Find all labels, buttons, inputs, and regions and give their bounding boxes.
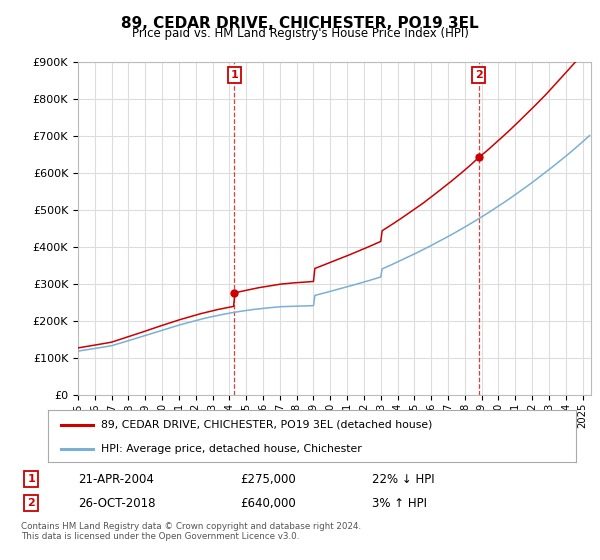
Text: 89, CEDAR DRIVE, CHICHESTER, PO19 3EL: 89, CEDAR DRIVE, CHICHESTER, PO19 3EL <box>121 16 479 31</box>
Text: Price paid vs. HM Land Registry's House Price Index (HPI): Price paid vs. HM Land Registry's House … <box>131 27 469 40</box>
Text: 26-OCT-2018: 26-OCT-2018 <box>78 497 155 510</box>
Text: 1: 1 <box>230 70 238 80</box>
Text: HPI: Average price, detached house, Chichester: HPI: Average price, detached house, Chic… <box>101 444 362 454</box>
Text: 2: 2 <box>28 498 35 508</box>
Text: £640,000: £640,000 <box>240 497 296 510</box>
Text: 2: 2 <box>475 70 482 80</box>
Text: 1: 1 <box>28 474 35 484</box>
Text: £275,000: £275,000 <box>240 473 296 486</box>
Text: 3% ↑ HPI: 3% ↑ HPI <box>372 497 427 510</box>
Text: 22% ↓ HPI: 22% ↓ HPI <box>372 473 434 486</box>
Text: 89, CEDAR DRIVE, CHICHESTER, PO19 3EL (detached house): 89, CEDAR DRIVE, CHICHESTER, PO19 3EL (d… <box>101 420 432 430</box>
Text: 21-APR-2004: 21-APR-2004 <box>78 473 154 486</box>
Text: Contains HM Land Registry data © Crown copyright and database right 2024.
This d: Contains HM Land Registry data © Crown c… <box>21 522 361 542</box>
